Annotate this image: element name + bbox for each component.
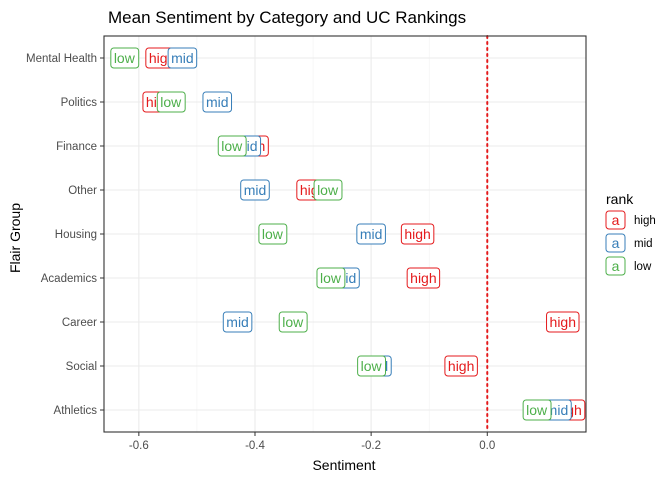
- data-label-text: low: [282, 314, 304, 330]
- data-label-box: [406, 267, 441, 289]
- data-label-low: low: [278, 311, 308, 333]
- data-label-box: [202, 91, 233, 113]
- x-axis: -0.6 -0.4 -0.2 0.0: [129, 432, 495, 452]
- data-label-box: [217, 135, 247, 157]
- x-tick-label: -0.2: [361, 440, 381, 452]
- data-label-high: high: [444, 355, 478, 377]
- data-label-box: [278, 311, 308, 333]
- data-label-box: [444, 355, 478, 377]
- legend-title: rank: [606, 191, 634, 207]
- legend-item-low: a low: [605, 256, 652, 276]
- legend-label: mid: [634, 238, 653, 250]
- x-axis-title: Sentiment: [312, 457, 375, 473]
- legend-item-high: a high: [605, 210, 656, 230]
- data-label-high: high: [406, 267, 441, 289]
- data-label-text: mid: [244, 182, 267, 198]
- data-label-text: mid: [206, 94, 229, 110]
- data-label-box: [258, 223, 288, 245]
- y-tick-label: Other: [68, 185, 97, 197]
- y-tick-label: Finance: [56, 141, 97, 153]
- data-label-box: [316, 267, 346, 289]
- data-label-box: [240, 179, 270, 201]
- data-label-mid: mid: [240, 179, 270, 201]
- legend-key: [605, 256, 626, 276]
- legend-key: [605, 210, 626, 230]
- data-label-text: low: [526, 402, 548, 418]
- y-tick-label: Politics: [61, 97, 98, 109]
- data-label-mid: mid: [202, 91, 233, 113]
- y-tick-label: Social: [66, 361, 97, 373]
- data-label-low: low: [156, 91, 186, 113]
- data-label-text: mid: [226, 314, 249, 330]
- data-label-text: low: [317, 182, 339, 198]
- data-label-text: low: [221, 138, 243, 154]
- data-label-high: high: [400, 223, 435, 245]
- data-label-low: low: [357, 355, 387, 377]
- data-label-low: low: [316, 267, 346, 289]
- legend-label: high: [634, 215, 656, 227]
- legend-key-glyph: a: [612, 258, 620, 274]
- data-label-text: low: [262, 226, 284, 242]
- x-tick-label: 0.0: [479, 440, 495, 452]
- data-label-text: high: [410, 270, 436, 286]
- data-label-high: high: [546, 311, 580, 333]
- data-label-low: low: [217, 135, 247, 157]
- y-tick-label: Mental Health: [26, 53, 97, 65]
- y-axis-title: Flair Group: [7, 203, 23, 273]
- data-label-mid: mid: [356, 223, 386, 245]
- data-label-low: low: [313, 179, 343, 201]
- x-tick-label: -0.4: [245, 440, 265, 452]
- data-label-text: low: [361, 358, 383, 374]
- data-label-low: low: [258, 223, 288, 245]
- data-label-box: [400, 223, 435, 245]
- data-label-low: low: [110, 47, 140, 69]
- data-label-mid: mid: [167, 47, 198, 69]
- data-label-box: [546, 311, 580, 333]
- data-labels: highhighhighhighhighhighhighhighhighmidm…: [110, 47, 586, 421]
- y-tick-label: Academics: [41, 273, 97, 285]
- data-label-text: low: [320, 270, 342, 286]
- legend: rank a high a mid a low: [605, 191, 656, 276]
- legend-item-mid: a mid: [605, 233, 653, 253]
- y-axis: Mental Health Politics Finance Other Housing…: [26, 53, 104, 417]
- legend-key-glyph: a: [612, 235, 620, 251]
- data-label-text: high: [404, 226, 430, 242]
- data-label-box: [313, 179, 343, 201]
- data-label-box: [167, 47, 198, 69]
- data-label-text: high: [550, 314, 576, 330]
- chart-title: Mean Sentiment by Category and UC Rankin…: [108, 8, 466, 27]
- data-label-box: [156, 91, 186, 113]
- data-label-text: low: [160, 94, 182, 110]
- data-label-box: [222, 311, 253, 333]
- data-label-text: high: [448, 358, 474, 374]
- data-label-mid: mid: [222, 311, 253, 333]
- data-label-box: [110, 47, 140, 69]
- data-label-box: [357, 355, 387, 377]
- y-tick-label: Athletics: [54, 405, 98, 417]
- data-label-box: [356, 223, 386, 245]
- legend-key: [605, 233, 626, 253]
- y-tick-label: Housing: [55, 229, 97, 241]
- legend-label: low: [634, 261, 652, 273]
- data-label-text: low: [114, 50, 136, 66]
- legend-key-glyph: a: [612, 212, 620, 228]
- data-label-text: mid: [171, 50, 194, 66]
- data-label-box: [522, 399, 552, 421]
- data-label-text: mid: [360, 226, 383, 242]
- data-label-low: low: [522, 399, 552, 421]
- x-tick-label: -0.6: [129, 440, 149, 452]
- y-tick-label: Career: [62, 317, 97, 329]
